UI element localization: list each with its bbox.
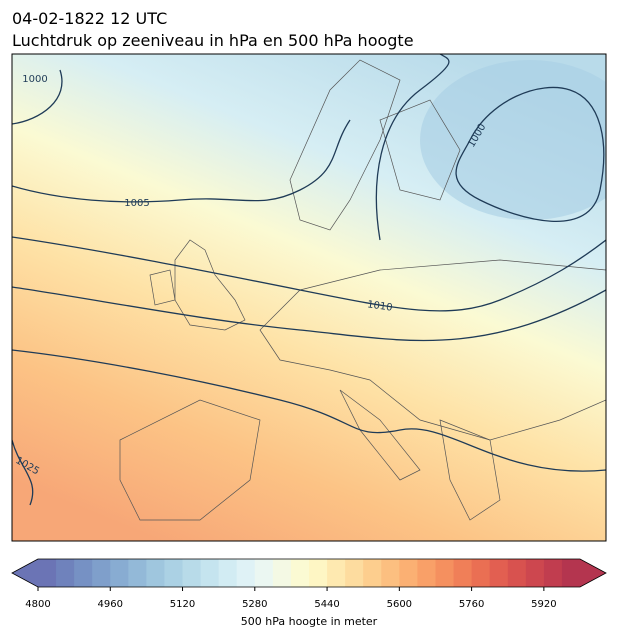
colorbar-segment [345, 559, 364, 587]
colorbar-segment [74, 559, 93, 587]
colorbar-segment [272, 559, 292, 587]
title: Luchtdruk op zeeniveau in hPa en 500 hPa… [12, 31, 414, 50]
colorbar: 4800 4960 5120 5280 5440 5600 5760 5920 [11, 558, 607, 610]
colorbar-tick-label: 5440 [314, 599, 339, 610]
isobar-label: 1010 [366, 299, 393, 313]
colorbar-segment [309, 559, 328, 587]
colorbar-segment [182, 559, 202, 587]
colorbar-segment [254, 559, 274, 587]
colorbar-segment [561, 559, 581, 587]
colorbar-extend-low [12, 559, 38, 587]
colorbar-segment [363, 559, 382, 587]
colorbar-segment [218, 559, 238, 587]
isobar-label: 1000 [22, 74, 47, 85]
colorbar-segment [200, 559, 220, 587]
colorbar-segment [56, 559, 75, 587]
colorbar-segment [399, 559, 418, 587]
colorbar-outline [11, 558, 607, 588]
colorbar-segment [489, 559, 509, 587]
date: 04-02-1822 12 UTC [12, 9, 167, 28]
colorbar-segment [435, 559, 455, 587]
colorbar-segment [290, 559, 310, 587]
colorbar-segment [146, 559, 165, 587]
colorbar-segment [543, 559, 563, 587]
isobar-label: 1005 [124, 198, 149, 209]
colorbar-segment [128, 559, 147, 587]
colorbar-segment [92, 559, 111, 587]
coastlines [119, 59, 606, 521]
map-frame [11, 53, 607, 542]
colorbar-tick-label: 5920 [531, 599, 556, 610]
colorbar-label: 500 hPa hoogte in meter [241, 615, 378, 628]
low-area [420, 60, 606, 220]
colorbar-tick-label: 5600 [387, 599, 412, 610]
colorbar-tick-label: 4800 [25, 599, 50, 610]
colorbar-segment [507, 559, 527, 587]
map: 1000 1005 1010 1025 1000 [12, 54, 606, 541]
colorbar-segment [38, 559, 57, 587]
colorbar-segment [236, 559, 256, 587]
colorbar-tick-label: 4960 [98, 599, 123, 610]
isobars [12, 54, 606, 506]
colorbar-segment [453, 559, 473, 587]
colorbar-segment [110, 559, 129, 587]
colorbar-segment [471, 559, 491, 587]
colorbar-extend-high [580, 559, 606, 587]
colorbar-tick-label: 5120 [170, 599, 195, 610]
colorbar-segment [164, 559, 184, 587]
colorbar-segment [525, 559, 545, 587]
colorbar-tick-label: 5280 [242, 599, 267, 610]
colorbar-segment [381, 559, 400, 587]
colorbar-tick-label: 5760 [459, 599, 484, 610]
colorbar-segment [417, 559, 436, 587]
colorbar-segment [327, 559, 346, 587]
